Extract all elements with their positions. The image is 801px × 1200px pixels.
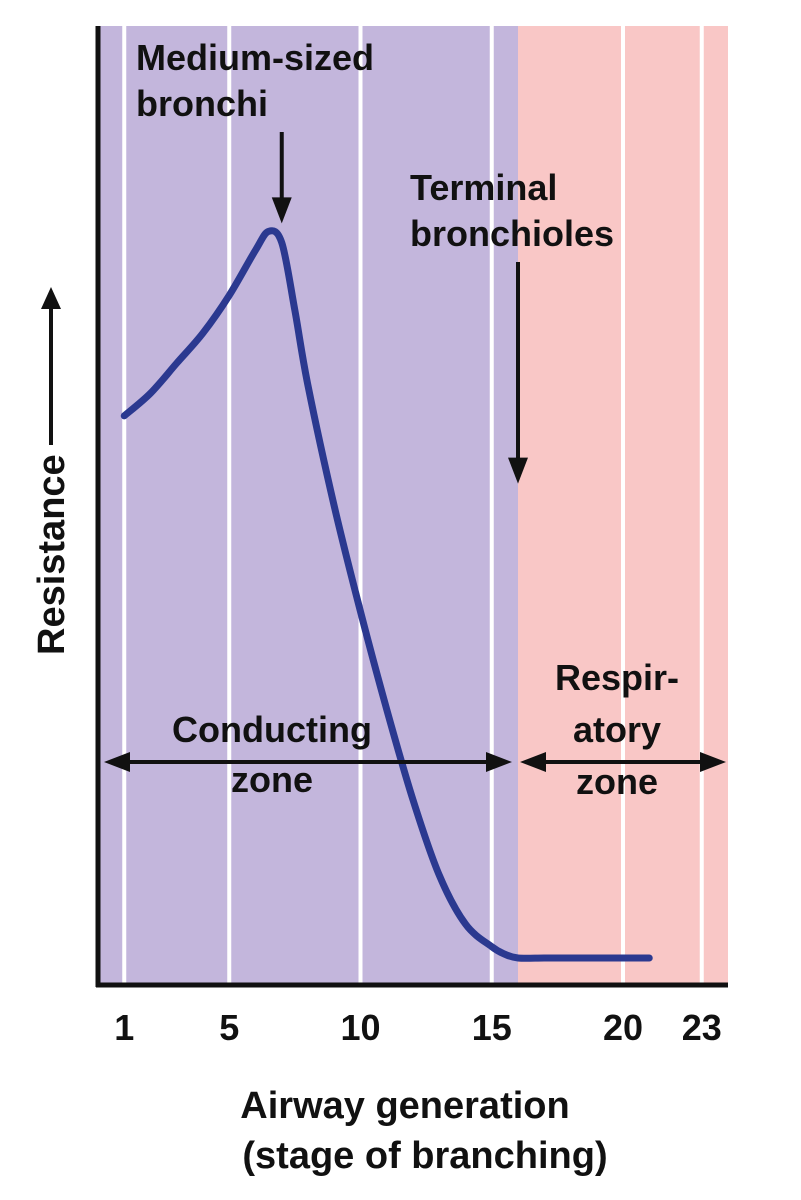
annotation-terminal-bronchioles-arrow-head: [508, 457, 528, 484]
zone-label-conducting-line-0: Conducting: [172, 709, 372, 750]
x-axis-title-line2: (stage of branching): [242, 1135, 607, 1177]
resistance-curve-group: [120, 227, 653, 962]
x-axis-title-line1: Airway generation: [240, 1085, 569, 1127]
x-tick-label-10: 10: [340, 1007, 380, 1048]
annotation-medium-bronchi-line-0: Medium-sized: [136, 37, 374, 78]
zone-arrow-conducting-head-left: [104, 752, 130, 772]
vertical-gridlines: [122, 26, 704, 985]
x-tick-label-1: 1: [114, 1007, 134, 1048]
zone-arrow-respiratory-head-right: [700, 752, 726, 772]
resistance-curve: [120, 227, 653, 962]
annotations: Medium-sized bronchi Terminal bronchioles Co…: [104, 37, 726, 802]
y-axis-title-group: Resistance: [31, 287, 73, 655]
zone-label-respiratory-line-0: Respir-: [555, 657, 679, 698]
x-tick-label-15: 15: [472, 1007, 512, 1048]
zone-label-conducting-line-1: zone: [231, 759, 313, 800]
zone-label-respiratory-line-2: zone: [576, 761, 658, 802]
zone-background-0: [98, 26, 518, 985]
annotation-terminal-bronchioles-line-1: bronchioles: [410, 213, 614, 254]
annotation-medium-bronchi-arrow-head: [271, 197, 292, 224]
zone-arrow-respiratory-head-left: [520, 752, 546, 772]
y-axis-title: Resistance: [31, 454, 73, 655]
x-tick-labels: 1 5 10 15 20 23: [114, 1007, 722, 1048]
zone-label-respiratory-line-1: atory: [573, 709, 661, 750]
annotation-medium-bronchi-line-1: bronchi: [136, 83, 268, 124]
axes: [95, 26, 728, 988]
zone-arrow-conducting-head-right: [486, 752, 512, 772]
annotation-terminal-bronchioles-line-0: Terminal: [410, 167, 557, 208]
x-tick-label-5: 5: [219, 1007, 239, 1048]
x-tick-label-20: 20: [603, 1007, 643, 1048]
x-tick-label-23: 23: [682, 1007, 722, 1048]
y-axis-arrow-head: [41, 287, 61, 309]
